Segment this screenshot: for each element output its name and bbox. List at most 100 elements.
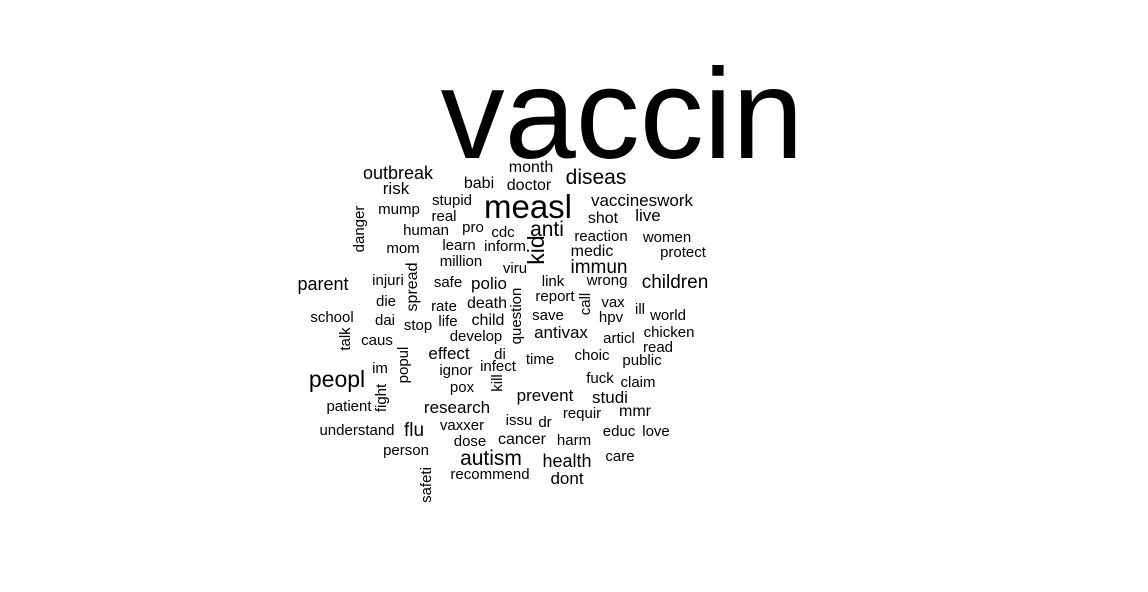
word-studi: studi [592,388,628,407]
word-report: report [535,288,575,305]
word-medic: medic [571,243,614,260]
word-public: public [622,352,662,369]
word-question: question [508,288,525,345]
word-fuck: fuck [586,370,614,387]
word-mom: mom [386,240,419,257]
word-child: child [472,312,505,329]
word-educ: educ [603,423,636,440]
word-diseas: diseas [566,166,627,189]
word-flu: flu [404,420,424,441]
word-call: call [577,293,594,316]
word-infect: infect [480,358,517,375]
word-dont: dont [550,469,583,488]
word-person: person [383,442,429,459]
word-measl: measl [484,188,572,225]
word-spread: spread [404,263,421,312]
word-real: real [431,208,456,225]
word-children: children [642,272,709,293]
word-doctor: doctor [507,177,552,194]
word-issu: issu [506,412,533,429]
word-kid: kid [523,235,549,264]
word-danger: danger [351,206,368,253]
word-million: million [440,253,483,270]
word-care: care [605,448,634,465]
word-choic: choic [574,347,610,364]
word-harm: harm [557,432,591,449]
word-life: life [438,313,457,330]
word-kill: kill [489,374,506,392]
word-autism: autism [460,447,522,470]
word-antivax: antivax [534,323,588,342]
word-inform: inform [484,238,526,255]
word-ignor: ignor [439,362,472,379]
word-mmr: mmr [619,403,652,420]
word-talk: talk [337,327,354,351]
word-protect: protect [660,244,707,261]
word-safe: safe [434,274,462,291]
word-safeti: safeti [418,467,435,503]
word-develop: develop [450,328,503,345]
word-live: live [635,206,661,225]
word-dose: dose [454,433,487,450]
word-wrong: wrong [586,272,628,289]
word-school: school [310,309,353,326]
word-cdc: cdc [491,224,515,241]
word-chicken: chicken [644,324,695,341]
word-save: save [532,307,564,324]
word-claim: claim [620,374,655,391]
word-research: research [424,398,490,417]
word-death: death [467,295,507,312]
word-learn: learn [442,237,475,254]
word-prevent: prevent [517,386,574,405]
word-women: women [642,229,691,246]
word-understand: understand [319,422,394,439]
word-di: di [494,346,506,363]
word-vax: vax [601,294,625,311]
word-world: world [649,307,686,324]
word-mump: mump [378,201,420,218]
word-shot: shot [588,210,619,227]
word-outbreak: outbreak [363,163,434,183]
word-effect: effect [428,344,470,363]
word-time: time [526,351,554,368]
word-babi: babi [464,175,494,192]
word-injuri: injuri [372,272,404,289]
word-articl: articl [603,330,635,347]
word-love: love [642,423,670,440]
word-requir: requir [563,405,601,422]
word-anti: anti [530,218,564,241]
word-read: read [643,339,673,356]
word-health: health [542,451,591,471]
word-link: link [542,273,565,290]
word-die: die [376,293,396,310]
word-ill: ill [635,301,645,318]
word-reaction: reaction [574,228,627,245]
word-patient: patient [326,398,372,415]
word-dr: dr [538,414,551,431]
word-pox: pox [450,379,475,396]
word-stop: stop [404,317,432,334]
word-im: im [372,360,388,377]
word-risk: risk [383,179,410,198]
word-vaccineswork: vaccineswork [591,191,694,210]
word-rate: rate [431,298,457,315]
word-human: human [403,222,449,239]
word-viru: viru [503,260,527,277]
word-recommend: recommend [450,466,529,483]
word-popul: popul [395,347,412,384]
word-polio: polio [471,274,507,293]
word-pro: pro [462,219,484,236]
word-caus: caus [361,332,393,349]
word-dai: dai [375,312,395,329]
word-peopl: peopl [309,366,365,392]
word-stupid: stupid [432,192,472,209]
word-vaccin: vaccin [441,43,804,186]
word-parent: parent [297,274,348,294]
word-fight: fight [373,383,390,412]
word-month: month [509,159,553,176]
word-vaxxer: vaxxer [440,417,484,434]
word-hpv: hpv [599,309,624,326]
